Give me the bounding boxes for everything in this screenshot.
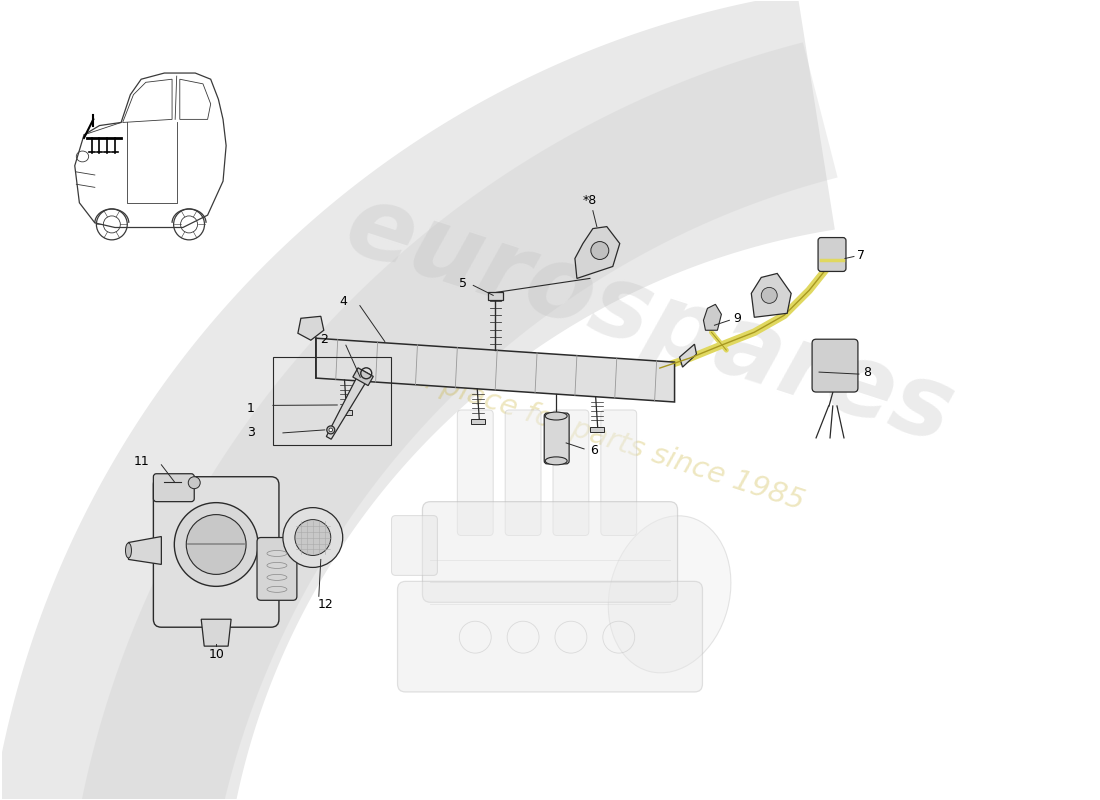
Text: 12: 12 (318, 598, 333, 610)
Polygon shape (575, 226, 619, 278)
Polygon shape (680, 344, 696, 367)
FancyBboxPatch shape (153, 474, 195, 502)
Polygon shape (353, 368, 373, 386)
Text: 3: 3 (248, 426, 255, 439)
Ellipse shape (608, 516, 730, 673)
Polygon shape (590, 426, 604, 432)
Text: a place for parts since 1985: a place for parts since 1985 (411, 364, 807, 516)
Text: 7: 7 (857, 249, 865, 262)
Circle shape (186, 514, 246, 574)
Circle shape (591, 242, 608, 259)
Polygon shape (327, 370, 371, 439)
Circle shape (283, 508, 343, 567)
Polygon shape (471, 418, 485, 424)
Polygon shape (129, 537, 162, 565)
Polygon shape (316, 338, 674, 402)
FancyBboxPatch shape (458, 410, 493, 535)
Text: 5: 5 (460, 277, 467, 290)
Polygon shape (0, 0, 835, 800)
Text: *8: *8 (583, 194, 597, 207)
Text: 8: 8 (862, 366, 871, 378)
Circle shape (174, 502, 258, 586)
Polygon shape (487, 292, 503, 300)
FancyBboxPatch shape (544, 413, 569, 464)
Circle shape (761, 287, 778, 303)
Circle shape (329, 428, 332, 432)
Text: 4: 4 (339, 295, 346, 308)
FancyBboxPatch shape (812, 339, 858, 392)
FancyBboxPatch shape (818, 238, 846, 271)
FancyBboxPatch shape (553, 410, 588, 535)
Text: 9: 9 (734, 312, 741, 325)
Polygon shape (339, 410, 352, 415)
Ellipse shape (546, 457, 568, 465)
Text: 1: 1 (248, 402, 255, 414)
FancyBboxPatch shape (153, 477, 279, 627)
Text: 11: 11 (133, 455, 150, 468)
Circle shape (295, 519, 331, 555)
Polygon shape (704, 304, 722, 330)
Text: eurospares: eurospares (333, 177, 966, 464)
Ellipse shape (125, 543, 132, 558)
Text: 6: 6 (590, 445, 598, 458)
Text: 2: 2 (320, 333, 328, 346)
Circle shape (188, 477, 200, 489)
FancyBboxPatch shape (422, 502, 678, 602)
Circle shape (327, 426, 334, 434)
Text: 10: 10 (208, 648, 224, 661)
Polygon shape (201, 619, 231, 646)
Polygon shape (298, 316, 323, 340)
FancyBboxPatch shape (397, 582, 703, 692)
FancyBboxPatch shape (601, 410, 637, 535)
Bar (273, 357, 390, 445)
FancyBboxPatch shape (392, 515, 438, 575)
Polygon shape (751, 274, 791, 318)
Ellipse shape (546, 412, 568, 420)
FancyBboxPatch shape (257, 538, 297, 600)
Polygon shape (62, 42, 837, 800)
FancyBboxPatch shape (505, 410, 541, 535)
